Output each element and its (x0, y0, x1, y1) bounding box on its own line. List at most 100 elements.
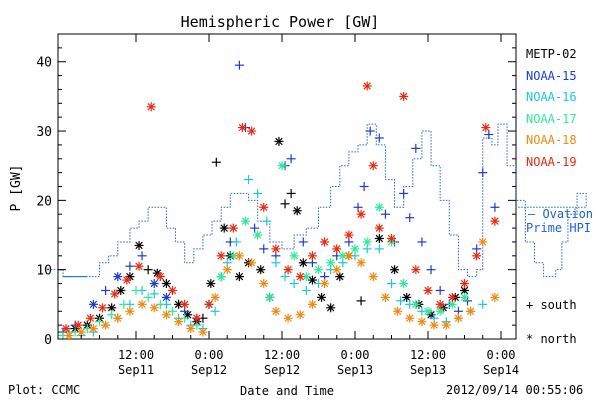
marker-stroke (77, 328, 85, 336)
marker-stroke (187, 324, 195, 333)
data-point (125, 306, 135, 316)
marker-stroke (199, 328, 207, 336)
data-point (174, 317, 184, 327)
data-point (253, 230, 263, 240)
marker-stroke (114, 314, 122, 322)
marker-stroke (369, 272, 377, 281)
marker-stroke (229, 252, 238, 260)
marker-stroke (235, 272, 244, 281)
data-point (429, 320, 439, 330)
marker-stroke (162, 279, 171, 288)
data-point (478, 237, 488, 247)
data-point (134, 240, 144, 250)
marker-stroke (460, 279, 469, 288)
data-point (186, 324, 196, 334)
data-point (277, 161, 287, 171)
marker-stroke (299, 259, 308, 267)
data-point (206, 279, 216, 289)
marker-stroke (117, 286, 125, 295)
data-point (271, 244, 281, 254)
data-point (490, 292, 500, 302)
data-point (210, 306, 220, 316)
data-point (98, 303, 108, 313)
axes: 01020304012:00Sep110:00Sep1212:00Sep120:… (36, 34, 519, 377)
data-point (137, 251, 147, 261)
data-point (198, 327, 208, 337)
marker-stroke (317, 293, 326, 302)
legend-item-noaa18: NOAA-18 (526, 133, 577, 147)
data-point (344, 251, 354, 261)
marker-stroke (454, 314, 463, 322)
x-tick-time-label: 12:00 (264, 348, 300, 362)
data-point (460, 292, 469, 302)
marker-stroke (436, 300, 444, 309)
marker-stroke (193, 314, 201, 322)
data-point (396, 296, 406, 306)
marker-stroke (308, 276, 317, 284)
data-point (481, 123, 491, 133)
x-tick-date-label: Sep12 (264, 363, 300, 377)
data-point (286, 154, 296, 164)
data-point (131, 285, 141, 295)
legend-item-noaa16: NOAA-16 (526, 90, 577, 104)
data-point (490, 202, 500, 212)
data-point (405, 213, 415, 223)
data-point (143, 265, 153, 275)
data-point (110, 289, 120, 299)
marker-stroke (296, 272, 304, 281)
marker-stroke (114, 272, 122, 281)
marker-stroke (399, 92, 408, 101)
data-point (280, 272, 290, 282)
data-point (399, 188, 409, 198)
marker-stroke (147, 103, 155, 111)
data-point (301, 285, 311, 295)
data-point (320, 279, 330, 289)
y-tick-label: 10 (36, 264, 52, 279)
data-point (211, 157, 221, 167)
marker-stroke (135, 241, 143, 250)
data-point (283, 313, 293, 323)
marker-stroke (168, 286, 177, 295)
data-point (374, 202, 384, 212)
data-point (222, 265, 232, 275)
marker-stroke (235, 252, 244, 260)
data-point (61, 324, 71, 334)
marker-stroke (284, 265, 292, 274)
marker-stroke (211, 293, 219, 302)
marker-stroke (375, 203, 384, 212)
north-marker-legend: * north (526, 332, 577, 346)
data-point (64, 331, 74, 341)
data-point (368, 272, 378, 282)
data-point (478, 168, 488, 178)
marker-stroke (110, 290, 119, 298)
data-point (344, 230, 354, 240)
data-point (380, 209, 390, 219)
data-point (453, 313, 463, 323)
ovation-step-line (50, 123, 587, 278)
marker-stroke (174, 300, 183, 309)
data-point (76, 327, 86, 337)
data-point (88, 299, 98, 309)
data-point (234, 272, 244, 282)
marker-stroke (247, 127, 256, 135)
timestamp: 2012/09/14 00:55:06 (446, 383, 584, 397)
data-point (256, 265, 266, 275)
data-point (271, 306, 281, 316)
marker-stroke (333, 245, 341, 253)
marker-stroke (253, 231, 262, 239)
marker-stroke (460, 286, 469, 295)
chart-title: Hemispheric Power [GW] (181, 13, 380, 31)
data-point (283, 265, 293, 275)
marker-stroke (65, 331, 73, 340)
marker-stroke (180, 300, 189, 309)
x-tick-date-label: Sep14 (483, 363, 519, 377)
marker-stroke (293, 207, 301, 215)
data-point (317, 292, 327, 302)
data-point (484, 130, 494, 140)
marker-stroke (241, 217, 250, 225)
data-point (219, 223, 229, 233)
data-point (292, 206, 302, 216)
data-point (253, 188, 263, 198)
data-point (280, 199, 290, 209)
